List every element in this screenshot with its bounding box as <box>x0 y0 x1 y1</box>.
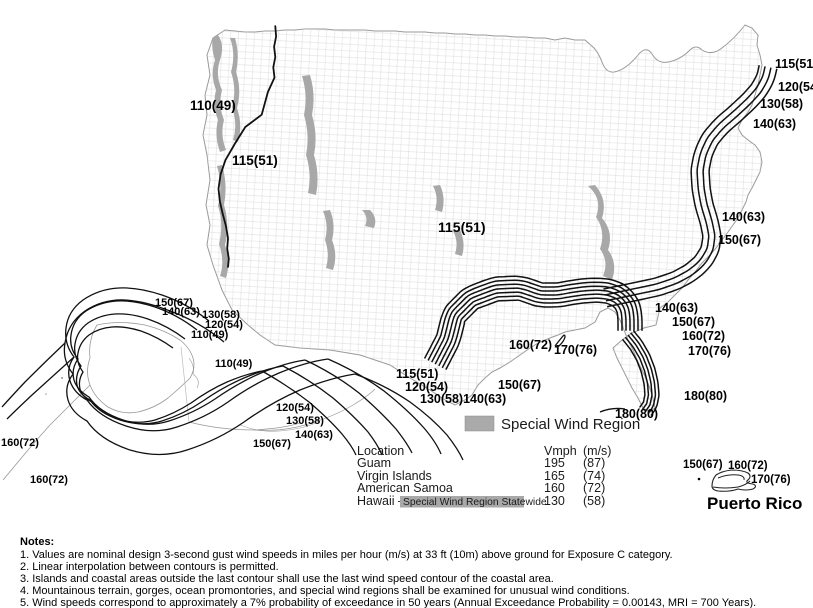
svg-text:Notes:: Notes: <box>20 536 54 548</box>
svg-text:4. Mountainous terrain, gorges: 4. Mountainous terrain, gorges, ocean pr… <box>20 585 630 597</box>
svg-text:140(63): 140(63) <box>722 210 765 224</box>
svg-text:120(54): 120(54) <box>276 402 314 414</box>
svg-text:115(51): 115(51) <box>438 219 485 235</box>
svg-text:(58): (58) <box>583 494 605 508</box>
svg-text:180(80): 180(80) <box>684 389 727 403</box>
svg-text:2. Linear interpolation betwee: 2. Linear interpolation between contours… <box>20 561 279 573</box>
svg-text:Special Wind Region Statewide: Special Wind Region Statewide <box>403 497 547 508</box>
svg-text:(87): (87) <box>583 456 605 470</box>
svg-text:150(67): 150(67) <box>683 459 723 471</box>
svg-text:1. Values are nominal design 3: 1. Values are nominal design 3-second gu… <box>20 549 673 561</box>
svg-text:195: 195 <box>544 456 565 470</box>
svg-text:110(49): 110(49) <box>190 98 236 113</box>
svg-text:Hawaii –: Hawaii – <box>357 494 405 508</box>
svg-text:160(72): 160(72) <box>30 474 68 486</box>
svg-text:130(58)140(63): 130(58)140(63) <box>420 392 506 406</box>
svg-text:110(49): 110(49) <box>215 358 253 370</box>
svg-text:140(63): 140(63) <box>295 429 333 441</box>
svg-text:115(51): 115(51) <box>775 57 813 71</box>
svg-text:160(72): 160(72) <box>1 437 39 449</box>
svg-text:130: 130 <box>544 494 565 508</box>
svg-text:Guam: Guam <box>357 456 391 470</box>
svg-text:160: 160 <box>544 481 565 495</box>
svg-text:Puerto Rico: Puerto Rico <box>707 494 802 513</box>
svg-text:120(54): 120(54) <box>778 80 813 94</box>
svg-text:130(58): 130(58) <box>286 415 324 427</box>
svg-text:170(76): 170(76) <box>688 344 731 358</box>
svg-text:110(49): 110(49) <box>191 329 229 341</box>
svg-text:160(72): 160(72) <box>509 338 552 352</box>
svg-text:150(67): 150(67) <box>253 438 291 450</box>
svg-text:150(67): 150(67) <box>498 378 541 392</box>
svg-text:140(63): 140(63) <box>162 306 200 318</box>
svg-text:Special Wind Region: Special Wind Region <box>501 416 640 433</box>
svg-text:130(58): 130(58) <box>760 97 803 111</box>
svg-text:150(67): 150(67) <box>718 233 761 247</box>
svg-text:3. Islands and coastal areas o: 3. Islands and coastal areas outside the… <box>20 573 554 585</box>
svg-text:170(76): 170(76) <box>751 474 791 486</box>
svg-text:115(51): 115(51) <box>396 367 438 381</box>
svg-text:140(63): 140(63) <box>655 301 698 315</box>
svg-text:140(63): 140(63) <box>753 117 796 131</box>
svg-text:160(72): 160(72) <box>728 460 768 472</box>
svg-text:5. Wind speeds correspond to a: 5. Wind speeds correspond to approximate… <box>20 597 756 608</box>
svg-text:American Samoa: American Samoa <box>357 481 453 495</box>
svg-text:115(51): 115(51) <box>232 153 278 168</box>
svg-text:(72): (72) <box>583 481 605 495</box>
svg-text:150(67): 150(67) <box>672 315 715 329</box>
svg-text:160(72): 160(72) <box>682 329 725 343</box>
